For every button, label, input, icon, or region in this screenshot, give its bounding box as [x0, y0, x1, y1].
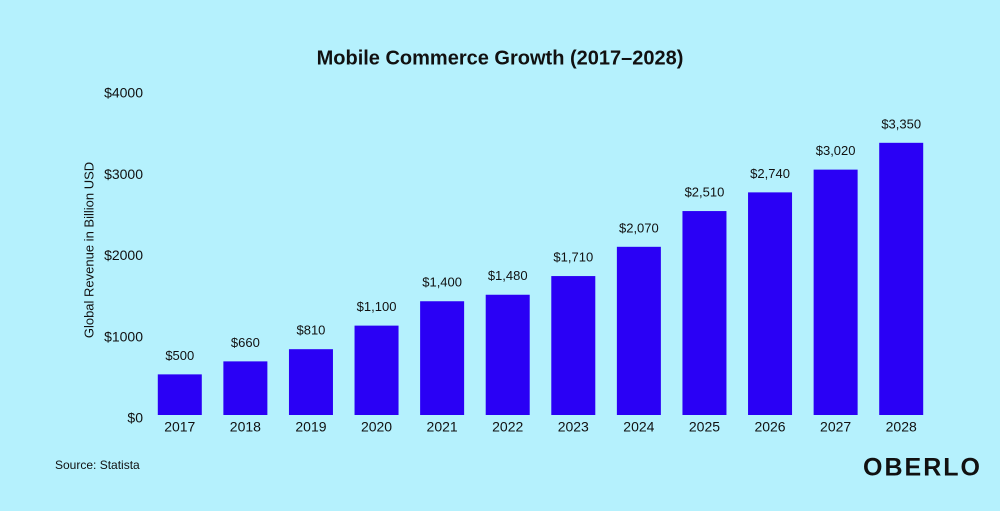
- x-tick-label: 2017: [164, 419, 195, 435]
- x-tick-label: 2021: [427, 419, 458, 435]
- y-tick-label: $4000: [104, 85, 143, 101]
- bar: [157, 374, 202, 415]
- x-tick-label: 2026: [754, 419, 785, 435]
- y-tick-label: $1000: [104, 328, 143, 344]
- source: Source: Statista: [55, 458, 140, 472]
- bar: [551, 276, 596, 415]
- y-tick-label: $0: [127, 410, 143, 426]
- x-tick-label: 2018: [230, 419, 261, 435]
- value-label: $2,510: [685, 185, 725, 200]
- bar: [682, 211, 727, 415]
- bar: [813, 169, 858, 415]
- x-tick-label: 2022: [492, 419, 523, 435]
- x-tick-label: 2020: [361, 419, 392, 435]
- value-label: $1,480: [488, 268, 528, 283]
- y-tick-label: $2000: [104, 247, 143, 263]
- brand-logo: OBERLO: [863, 454, 982, 482]
- value-label: $3,350: [881, 116, 921, 131]
- bar: [223, 361, 268, 415]
- bar: [485, 294, 530, 415]
- bar: [879, 142, 924, 415]
- value-label: $1,100: [357, 299, 397, 314]
- bar: [354, 325, 399, 415]
- bar: [616, 246, 661, 415]
- y-axis-label: Global Revenue in Billion USD: [81, 162, 96, 338]
- value-label: $660: [231, 335, 260, 350]
- value-label: $1,710: [553, 250, 593, 265]
- value-label: $810: [296, 323, 325, 338]
- value-label: $2,070: [619, 220, 659, 235]
- bar: [288, 349, 333, 415]
- value-label: $2,740: [750, 166, 790, 181]
- x-tick-label: 2027: [820, 419, 851, 435]
- value-label: $500: [165, 348, 194, 363]
- x-tick-label: 2025: [689, 419, 720, 435]
- x-tick-label: 2024: [623, 419, 654, 435]
- value-label: $1,400: [422, 275, 462, 290]
- bar: [420, 301, 465, 415]
- x-tick-label: 2019: [295, 419, 326, 435]
- bar: [748, 192, 793, 415]
- y-tick-label: $3000: [104, 166, 143, 182]
- value-label: $3,020: [816, 143, 856, 158]
- chart-title: Mobile Commerce Growth (2017–2028): [317, 47, 684, 69]
- x-tick-label: 2028: [886, 419, 917, 435]
- x-tick-label: 2023: [558, 419, 589, 435]
